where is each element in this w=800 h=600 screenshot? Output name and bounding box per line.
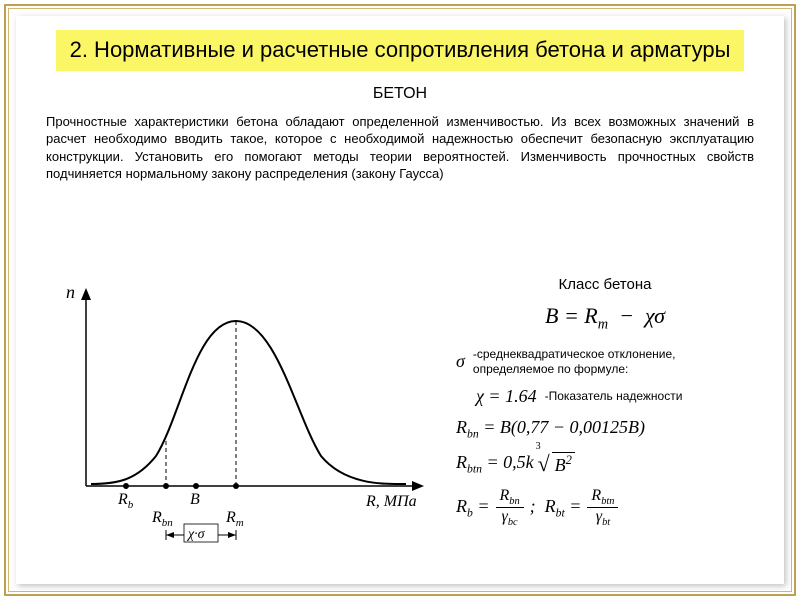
class-label: Класс бетона [559,276,652,293]
sigma-symbol: σ [456,351,465,372]
svg-text:Rb: Rb [117,491,134,511]
equation-rbtn: Rbtn = 0,5k 3 √ B2 [456,451,575,477]
y-axis-label: n [66,282,75,302]
lower-content: n R, МПа Rb B Rbn Rm [46,276,754,564]
svg-text:Rm: Rm [225,509,244,529]
x-axis-label: R, МПа [365,493,417,510]
page-title: 2. Нормативные и расчетные сопротивления… [56,30,744,71]
dimension-label: χ·σ [186,527,206,542]
equation-B: B = Rm − χσ [545,303,665,333]
sigma-note: -среднеквадратическое отклонение, опреде… [473,347,754,376]
equation-rb-rbt: Rb = Rbn γbc ; Rbt = Rbtn γbt [456,487,618,528]
gauss-curve [91,321,406,484]
equation-rbn: Rbn = B(0,77 − 0,00125B) [456,417,645,441]
intro-paragraph: Прочностные характеристики бетона облада… [46,113,754,183]
gauss-curve-graph: n R, МПа Rb B Rbn Rm [46,276,436,556]
section-subheading: БЕТОН [16,85,784,103]
content-card: 2. Нормативные и расчетные сопротивления… [16,16,784,584]
svg-text:Rbn: Rbn [151,509,173,529]
equation-chi: χ = 1.64 [476,386,537,407]
formula-column: Класс бетона B = Rm − χσ σ -среднеквадра… [456,276,754,538]
chi-note: -Показатель надежности [545,389,683,403]
svg-text:B: B [190,491,200,508]
